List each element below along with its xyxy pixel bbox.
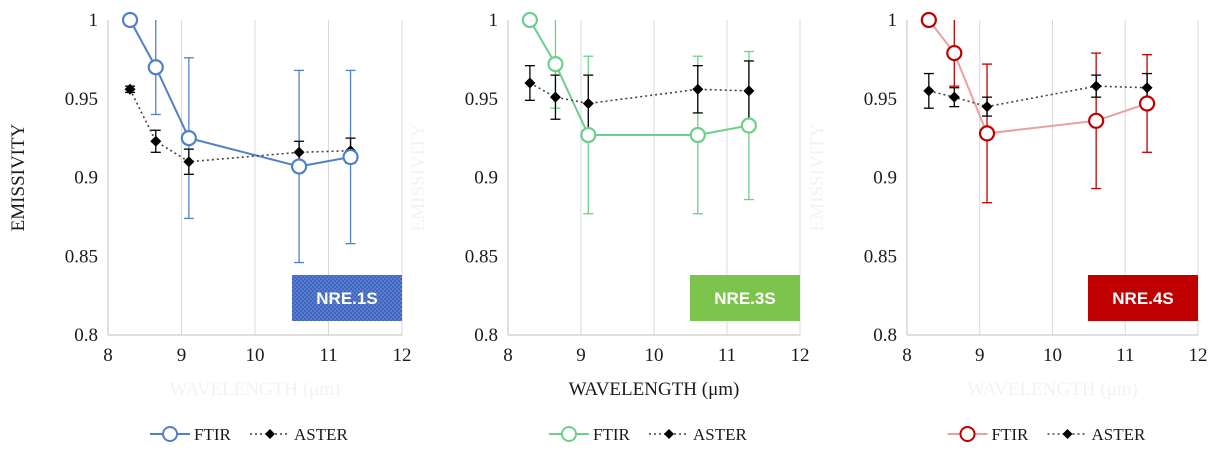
legend-aster-label: ASTER [1092, 425, 1147, 444]
ftir-series-line [928, 19, 1148, 135]
ftir-point [121, 11, 139, 29]
legend-aster-label: ASTER [693, 425, 748, 444]
x-tick-label: 9 [576, 345, 586, 366]
y-tick-label: 0.85 [864, 246, 897, 267]
legend-ftir-marker [561, 426, 577, 442]
ftir-point [547, 55, 564, 73]
aster-point [183, 156, 195, 168]
aster-point [549, 91, 561, 103]
ftir-point [689, 126, 706, 144]
y-tick-label: 1 [888, 10, 898, 31]
aster-point [923, 85, 935, 97]
x-tick-label: 8 [902, 345, 912, 366]
ftir-point [920, 11, 937, 29]
x-tick-label: 8 [103, 345, 113, 366]
aster-series-line [529, 82, 749, 105]
x-tick-label: 12 [393, 345, 412, 366]
chart-legend: FTIR ASTER [150, 425, 349, 444]
ftir-point [291, 158, 308, 175]
sample-badge [690, 275, 800, 321]
x-axis-label: WAVELENGTH (μm) [170, 379, 341, 400]
x-axis-label: WAVELENGTH (μm) [569, 379, 740, 400]
aster-point [524, 77, 536, 89]
x-tick-label: 9 [975, 345, 985, 366]
aster-point [582, 97, 594, 109]
aster-point [124, 83, 136, 95]
y-axis-label: EMISSIVITY [8, 123, 29, 231]
ftir-series-line [129, 19, 351, 168]
sample-badge-label: NRE.3S [714, 289, 775, 308]
y-tick-label: 0.8 [873, 325, 897, 346]
legend-aster-label: ASTER [294, 425, 349, 444]
ftir-series-line [529, 19, 750, 136]
ftir-point [946, 44, 963, 62]
y-tick-label: 0.95 [465, 89, 498, 110]
aster-point [293, 146, 305, 158]
aster-point [743, 85, 755, 97]
x-tick-label: 11 [319, 345, 337, 366]
aster-point [692, 83, 704, 95]
x-tick-label: 12 [1189, 345, 1208, 366]
x-tick-label: 11 [718, 345, 736, 366]
aster-series-line [928, 85, 1148, 108]
x-axis-label: WAVELENGTH (μm) [967, 379, 1138, 400]
sample-badge [292, 275, 402, 321]
chart-panel-2: 8 9 10 11 12 0.8 0.85 0.9 0.95 1 EMISSIVITY WAVELEN… [408, 10, 810, 444]
aster-point [981, 101, 993, 113]
x-tick-label: 10 [1043, 345, 1062, 366]
x-tick-label: 10 [645, 345, 664, 366]
y-tick-label: 1 [489, 10, 499, 31]
legend-ftir-marker [959, 426, 976, 442]
chart-panel-3: 8 9 10 11 12 0.8 0.85 0.9 0.95 1 EMISSIVITY WAVELEN… [807, 10, 1208, 444]
legend-aster-marker [265, 429, 275, 439]
ftir-point [740, 117, 758, 134]
aster-point [948, 91, 960, 103]
x-tick-label: 12 [791, 345, 810, 366]
y-axis-label: EMISSIVITY [408, 123, 429, 231]
y-tick-label: 0.9 [873, 168, 897, 189]
ftir-point [342, 148, 359, 166]
y-tick-label: 0.9 [474, 168, 498, 189]
ftir-point [978, 125, 996, 142]
x-tick-label: 10 [246, 345, 265, 366]
ftir-point [580, 126, 597, 144]
chart-panel-1: 8 9 10 11 12 0.8 0.85 0.9 0.95 1 EMISSIVITY WAVELEN… [8, 10, 412, 444]
y-tick-label: 0.8 [74, 325, 98, 346]
ftir-point [1138, 95, 1156, 112]
x-tick-label: 9 [177, 345, 187, 366]
y-tick-label: 0.95 [864, 89, 897, 110]
y-tick-label: 0.95 [65, 89, 98, 110]
legend-ftir-label: FTIR [593, 425, 631, 444]
chart-legend: FTIR ASTER [549, 425, 748, 444]
y-tick-label: 0.9 [74, 168, 98, 189]
x-tick-label: 8 [503, 345, 513, 366]
y-axis-label: EMISSIVITY [807, 123, 828, 231]
aster-point [1141, 82, 1153, 94]
y-tick-label: 1 [89, 10, 99, 31]
ftir-point [1088, 112, 1105, 129]
chart-legend: FTIR ASTER [947, 425, 1147, 444]
aster-point [150, 135, 162, 147]
aster-point [1090, 80, 1102, 92]
ftir-point [521, 11, 539, 29]
legend-ftir-marker [162, 426, 178, 442]
legend-aster-marker [664, 429, 674, 439]
ftir-point [147, 59, 164, 76]
x-tick-label: 11 [1116, 345, 1134, 366]
legend-ftir-label: FTIR [992, 425, 1030, 444]
sample-badge-label: NRE.1S [316, 289, 377, 308]
y-tick-label: 0.85 [65, 246, 98, 267]
legend-ftir-label: FTIR [194, 425, 232, 444]
ftir-point [180, 130, 197, 147]
y-tick-label: 0.85 [465, 246, 498, 267]
sample-badge [1088, 275, 1198, 321]
legend-aster-marker [1062, 429, 1073, 439]
y-tick-label: 0.8 [474, 325, 498, 346]
sample-badge-label: NRE.4S [1112, 289, 1173, 308]
